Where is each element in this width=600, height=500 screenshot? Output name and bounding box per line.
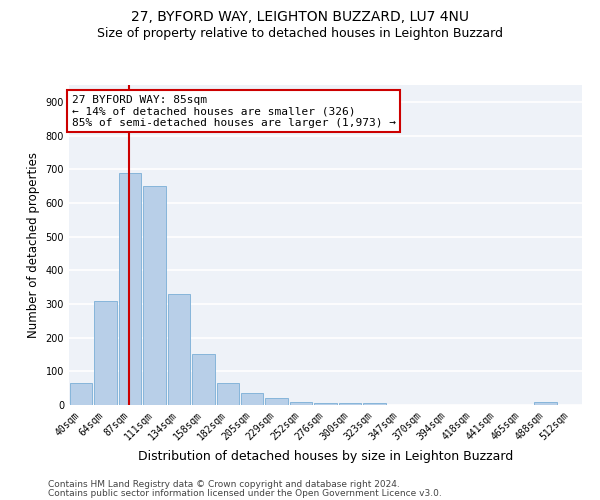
Bar — [143, 186, 166, 405]
Text: 27 BYFORD WAY: 85sqm
← 14% of detached houses are smaller (326)
85% of semi-deta: 27 BYFORD WAY: 85sqm ← 14% of detached h… — [71, 94, 395, 128]
Bar — [119, 172, 142, 405]
Bar — [534, 402, 557, 405]
Bar — [314, 404, 337, 405]
Text: Size of property relative to detached houses in Leighton Buzzard: Size of property relative to detached ho… — [97, 28, 503, 40]
Text: Contains public sector information licensed under the Open Government Licence v3: Contains public sector information licen… — [48, 488, 442, 498]
Bar — [338, 404, 361, 405]
Bar — [363, 402, 386, 405]
Bar — [94, 300, 117, 405]
Text: Contains HM Land Registry data © Crown copyright and database right 2024.: Contains HM Land Registry data © Crown c… — [48, 480, 400, 489]
X-axis label: Distribution of detached houses by size in Leighton Buzzard: Distribution of detached houses by size … — [138, 450, 513, 463]
Bar — [290, 402, 313, 405]
Bar — [167, 294, 190, 405]
Bar — [241, 393, 263, 405]
Y-axis label: Number of detached properties: Number of detached properties — [27, 152, 40, 338]
Bar — [192, 354, 215, 405]
Text: 27, BYFORD WAY, LEIGHTON BUZZARD, LU7 4NU: 27, BYFORD WAY, LEIGHTON BUZZARD, LU7 4N… — [131, 10, 469, 24]
Bar — [265, 398, 288, 405]
Bar — [217, 383, 239, 405]
Bar — [70, 383, 92, 405]
